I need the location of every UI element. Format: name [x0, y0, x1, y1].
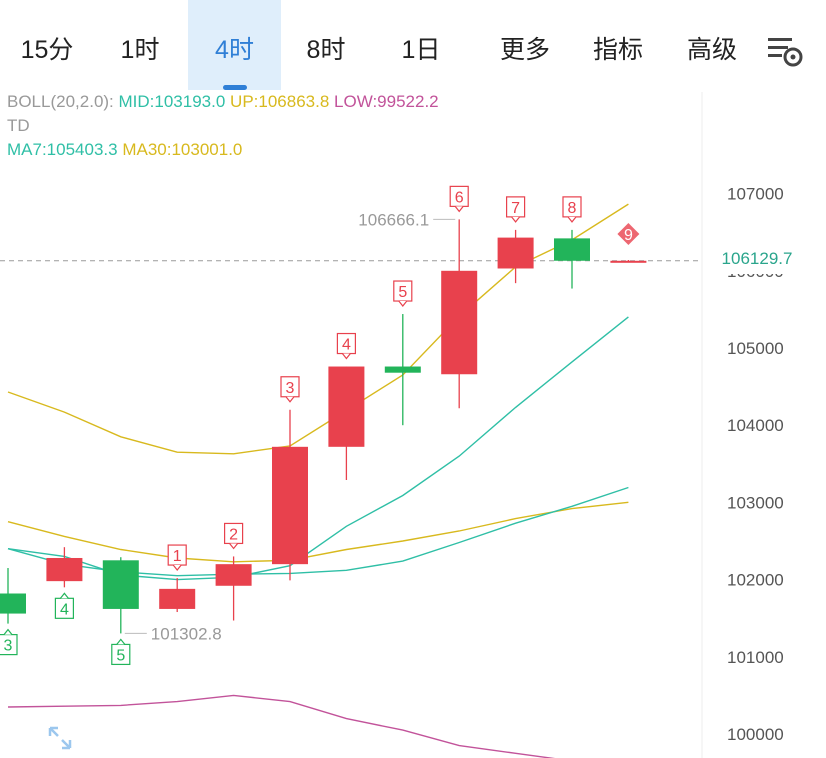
boll-mid: MID:103193.0	[118, 92, 226, 111]
price-tick-label: 103000	[727, 493, 784, 512]
tab-label: 1日	[401, 36, 441, 64]
expand-icon[interactable]	[44, 722, 76, 754]
tab-label: 15分	[20, 36, 74, 64]
td-marker-label: 8	[568, 200, 577, 217]
td-marker-pointer	[398, 300, 408, 307]
td-marker-label: 3	[4, 638, 13, 655]
timeframe-tabbar: 15分 1时 4时 8时 1日 更多 指标 高级	[0, 0, 826, 90]
ma30-line	[7, 501, 629, 563]
candle-body	[328, 366, 365, 447]
boll-up-line	[7, 203, 629, 455]
tab-3[interactable]: 4时	[188, 0, 281, 90]
candle-body	[384, 366, 421, 373]
ma-legend: MA7:105403.3 MA30:103001.0	[7, 140, 242, 160]
td-marker-pointer	[454, 206, 464, 213]
tab-1[interactable]: 15分	[8, 0, 86, 90]
td-marker-label: 5	[398, 284, 407, 301]
tab-6[interactable]: 更多	[480, 0, 570, 90]
ma30-value: MA30:103001.0	[122, 140, 243, 159]
candle-body	[441, 270, 478, 375]
candle-body	[46, 557, 83, 582]
tab-2[interactable]: 1时	[100, 0, 180, 90]
tab-7[interactable]: 指标	[574, 0, 662, 90]
price-tick-label: 107000	[727, 185, 784, 204]
tab-4[interactable]: 8时	[280, 0, 372, 90]
candle-body	[215, 564, 252, 586]
candle-body	[610, 260, 647, 263]
boll-mid-line	[7, 486, 629, 577]
candle-body	[0, 593, 26, 614]
candle-body	[272, 446, 308, 565]
td-marker-pointer	[229, 543, 239, 550]
boll-low: LOW:99522.2	[334, 92, 439, 111]
tab-label: 4时	[215, 36, 254, 64]
td-marker-bg	[617, 222, 640, 245]
td-marker-label: 2	[229, 526, 238, 543]
td-marker-label: 4	[342, 337, 351, 354]
td-marker-pointer	[511, 216, 521, 223]
tab-label: 更多	[499, 36, 550, 64]
td-marker-label: 9	[624, 227, 633, 244]
tab-5[interactable]: 1日	[375, 0, 467, 90]
td-legend: TD	[7, 116, 30, 135]
candle-body	[554, 238, 590, 261]
td-marker-pointer	[341, 353, 351, 360]
price-tick-label: 105000	[727, 339, 784, 358]
boll-up: UP:106863.8	[230, 92, 330, 111]
td-marker-pointer	[116, 638, 126, 645]
boll-legend: BOLL(20,2.0): MID:103193.0 UP:106863.8 L…	[7, 92, 439, 112]
price-tick-label: 101000	[727, 648, 784, 667]
td-marker-pointer	[3, 628, 13, 635]
high-annotation-label: 106666.1	[358, 210, 429, 229]
td-marker-pointer	[285, 396, 295, 403]
tab-8[interactable]: 高级	[668, 0, 756, 90]
td-marker-label: 1	[173, 548, 182, 565]
current-price-label: 106129.7	[703, 244, 811, 274]
low-annotation-label: 101302.8	[151, 624, 222, 643]
ma7-line	[7, 316, 629, 581]
chart-settings-icon[interactable]	[764, 34, 804, 68]
td-marker-label: 6	[455, 189, 464, 206]
price-tick-label: 104000	[727, 416, 784, 435]
td-marker-label: 7	[511, 200, 520, 217]
tab-label: 指标	[592, 36, 643, 64]
boll-low-line	[7, 694, 556, 758]
price-tick-label: 100000	[727, 725, 784, 744]
td-marker-label: 5	[116, 647, 125, 664]
candle-body	[159, 588, 196, 609]
td-marker-label: 3	[286, 380, 295, 397]
boll-name: BOLL(20,2.0):	[7, 92, 114, 111]
tab-label: 8时	[306, 36, 346, 64]
td-marker-pointer	[59, 592, 69, 599]
tab-label: 高级	[686, 36, 737, 64]
ma7-value: MA7:105403.3	[7, 140, 118, 159]
td-marker-label: 4	[60, 601, 69, 618]
tab-label: 1时	[120, 36, 160, 64]
price-tick-label: 102000	[727, 571, 784, 590]
td-marker-pointer	[567, 216, 577, 223]
candle-body	[102, 560, 139, 609]
active-tab-indicator	[222, 85, 247, 90]
td-marker-pointer	[172, 564, 182, 572]
candle-body	[497, 237, 534, 269]
